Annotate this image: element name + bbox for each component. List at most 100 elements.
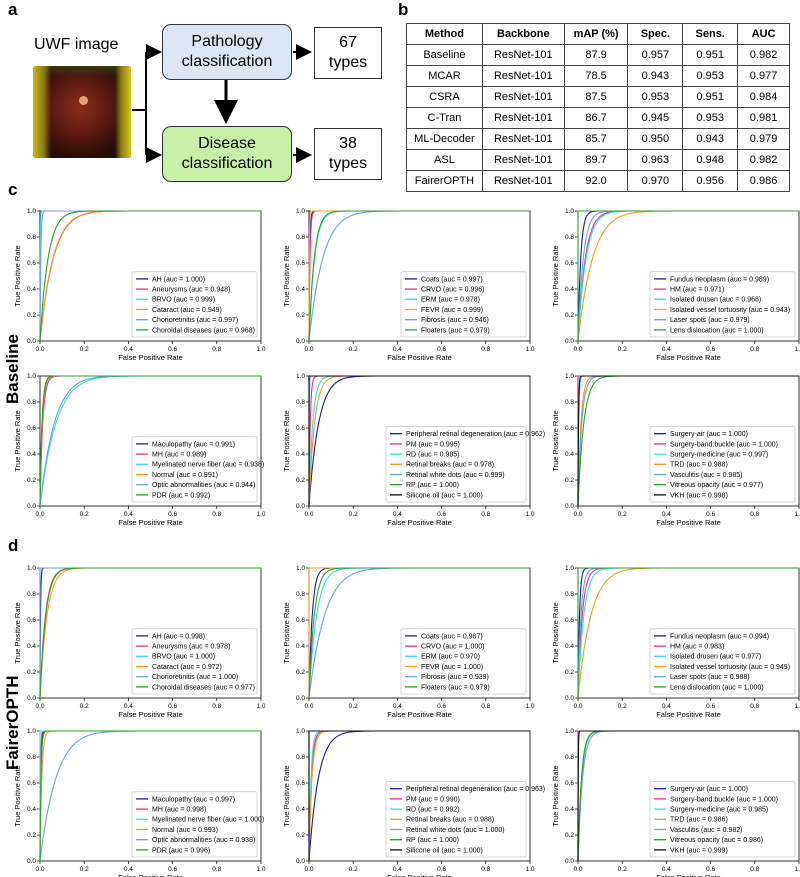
pathology-types-word: types	[328, 54, 368, 71]
y-tick-label: 0.6	[27, 617, 36, 624]
x-tick-label: 1.0	[256, 866, 265, 873]
y-tick-label: 1.0	[565, 208, 574, 215]
disease-label-line1: Disease	[198, 135, 256, 152]
x-tick-label: 0.2	[618, 703, 627, 710]
x-axis-label: False Positive Rate	[118, 353, 183, 362]
metrics-cell: ResNet-101	[481, 170, 565, 192]
y-tick-label: 0.4	[565, 451, 574, 458]
y-tick-label: 0.8	[27, 754, 36, 761]
legend-entry: Cataract (auc = 0.949)	[152, 307, 222, 314]
metrics-cell: 87.9	[563, 44, 629, 66]
y-tick-label: 0.6	[27, 780, 36, 787]
metrics-cell: 0.970	[627, 170, 684, 192]
legend-box	[131, 271, 258, 338]
legend-entry: MH (auc = 0.998)	[152, 807, 206, 814]
legend-entry: Surgery-medicine (auc = 0.997)	[670, 452, 768, 459]
roc-chart-d-1-2: 0.00.0 0.2 0.2 0.4 0.4 0.6 0.6 0.8 0.8 1.0 1.0 Fals…	[551, 728, 800, 877]
legend-entry: Isolated vessel tortuosity (auc = 0.943)	[670, 307, 790, 314]
pathology-classification-box: Pathology classification	[162, 24, 292, 80]
y-axis-label: True Positive Rate	[282, 765, 291, 826]
legend-entry: Retinal breaks (auc = 0.988)	[406, 817, 494, 824]
x-tick-label: 0.8	[750, 866, 759, 873]
x-tick-label: 0.0	[304, 346, 313, 353]
y-tick-label: 0.0	[565, 503, 574, 510]
legend-entry: Normal (auc = 0.993)	[152, 827, 218, 834]
legend-entry: Fibrosis (auc = 0.939)	[421, 674, 489, 681]
y-tick-label: 0.0	[27, 858, 36, 865]
roc-chart-d-1-1: 0.00.0 0.2 0.2 0.4 0.4 0.6 0.6 0.8 0.8 1.0 1.0 Fals…	[282, 728, 545, 877]
y-tick-label: 0.0	[27, 695, 36, 702]
pathology-types-box: 67 types	[314, 27, 382, 79]
roc-chart-d-0-0: 0.00.0 0.2 0.2 0.4 0.4 0.6 0.6 0.8 0.8 1.0 1.0 Fals…	[13, 565, 266, 719]
y-axis-label: True Positive Rate	[13, 602, 22, 663]
y-tick-label: 1.0	[296, 208, 305, 215]
metrics-cell: 0.982	[737, 44, 790, 66]
legend-entry: Coats (auc = 0.987)	[421, 633, 483, 640]
legend-entry: Fundus neoplasm (auc = 0.994)	[670, 633, 769, 640]
x-tick-label: 0.8	[212, 511, 221, 518]
x-tick-label: 0.2	[618, 511, 627, 518]
y-tick-label: 0.8	[296, 754, 305, 761]
legend-entry: Laser spots (auc = 0.988)	[670, 674, 750, 681]
x-tick-label: 0.2	[80, 703, 89, 710]
x-tick-label: 1.0	[525, 511, 534, 518]
roc-curve	[577, 567, 799, 698]
y-tick-label: 0.4	[565, 806, 574, 813]
x-tick-label: 1.0	[794, 346, 800, 353]
x-tick-label: 0.8	[750, 703, 759, 710]
legend-entry: AH (auc = 0.998)	[152, 633, 205, 640]
y-axis-label: True Positive Rate	[13, 765, 22, 826]
metrics-cell: ResNet-101	[481, 128, 565, 150]
x-tick-label: 0.6	[706, 866, 715, 873]
y-tick-label: 0.6	[27, 260, 36, 267]
roc-curve	[308, 210, 530, 341]
metrics-row: FairerOPTH ResNet-101 92.0 0.970 0.956 0.986	[406, 170, 790, 192]
x-tick-label: 0.4	[124, 866, 133, 873]
metrics-header-row: Method Backbone mAP (%) Spec. Sens. AUC	[406, 23, 790, 45]
y-tick-label: 1.0	[296, 565, 305, 572]
legend-entry: CRVO (auc = 1.000)	[421, 644, 485, 651]
y-axis-label: True Positive Rate	[13, 410, 22, 471]
x-tick-label: 1.0	[256, 511, 265, 518]
legend-entry: Surgery-air (auc = 1.000)	[670, 786, 748, 793]
legend-box	[649, 628, 796, 695]
x-tick-label: 0.4	[662, 511, 671, 518]
y-tick-label: 0.2	[296, 669, 305, 676]
x-tick-label: 0.6	[168, 511, 177, 518]
legend-box	[649, 781, 796, 858]
legend-entry: Peripheral retinal degeneration (auc = 0…	[406, 431, 545, 438]
legend-entry: RD (auc = 0.985)	[406, 452, 460, 459]
legend-entry: RP (auc = 1.000)	[406, 837, 459, 844]
y-tick-label: 0.0	[296, 338, 305, 345]
x-axis-label: False Positive Rate	[656, 873, 721, 877]
legend-box	[385, 781, 527, 858]
legend-entry: Surgery-band:buckle (auc = 1.000)	[670, 796, 778, 803]
y-tick-label: 0.8	[565, 399, 574, 406]
y-axis-label: True Positive Rate	[13, 245, 22, 306]
legend-entry: Retinal white dots (auc = 0.999)	[406, 472, 505, 479]
x-tick-label: 0.8	[212, 703, 221, 710]
legend-box	[649, 426, 796, 503]
x-tick-label: 0.8	[750, 346, 759, 353]
x-tick-label: 0.0	[304, 703, 313, 710]
metrics-row: C-Tran ResNet-101 86.7 0.945 0.953 0.981	[406, 107, 790, 129]
legend-entry: Myelinated nerve fiber (auc = 1.000)	[152, 817, 264, 824]
x-axis-label: False Positive Rate	[656, 518, 721, 527]
y-tick-label: 0.6	[565, 780, 574, 787]
pathology-types-count: 67	[339, 34, 357, 51]
legend-entry: FEVR (auc = 0.999)	[421, 307, 483, 314]
roc-chart-c-1-2: 0.00.0 0.2 0.2 0.4 0.4 0.6 0.6 0.8 0.8 1.0 1.0 Fals…	[551, 373, 800, 527]
x-tick-label: 0.4	[662, 346, 671, 353]
y-axis-label: True Positive Rate	[282, 410, 291, 471]
legend-box	[400, 271, 527, 338]
legend-entry: AH (auc = 1.000)	[152, 276, 205, 283]
x-tick-label: 0.0	[573, 866, 582, 873]
legend-entry: RP (auc = 1.000)	[406, 482, 459, 489]
uwf-image-label: UWF image	[34, 36, 119, 53]
x-tick-label: 0.6	[706, 511, 715, 518]
legend-entry: Floaters (auc = 0.979)	[421, 684, 490, 691]
y-tick-label: 0.4	[296, 806, 305, 813]
x-tick-label: 0.4	[124, 346, 133, 353]
roc-chart-c-0-2: 0.00.0 0.2 0.2 0.4 0.4 0.6 0.6 0.8 0.8 1.0 1.0 Fals…	[551, 208, 800, 362]
x-axis-label: False Positive Rate	[387, 873, 452, 877]
